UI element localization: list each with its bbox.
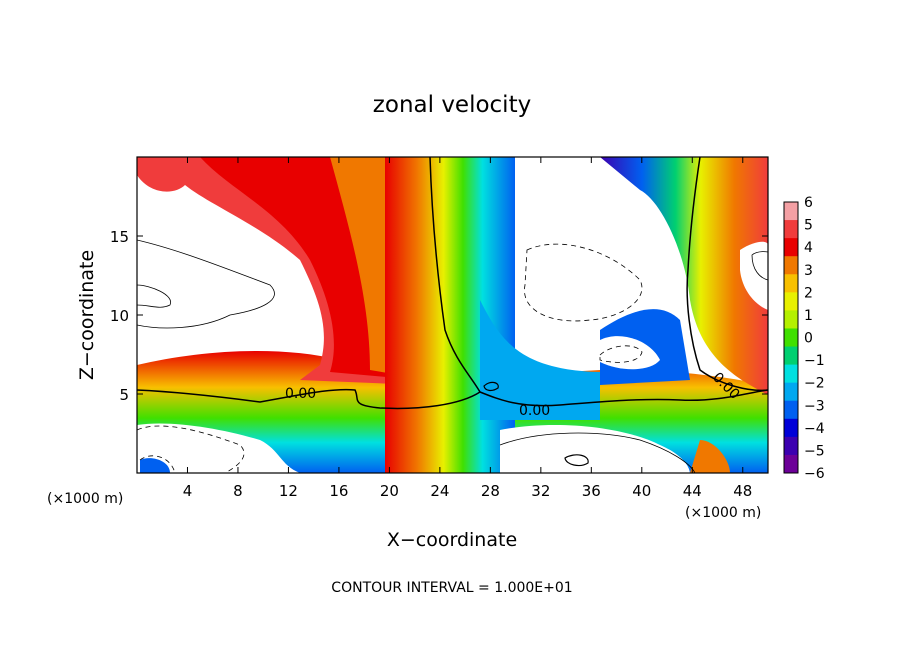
colorbar-swatch [784, 292, 798, 311]
colorbar-label: 3 [804, 263, 813, 279]
x-tick-label: 36 [582, 482, 601, 500]
x-tick-label: 40 [632, 482, 651, 500]
x-tick-label: 20 [380, 482, 399, 500]
contour-label: 0.00 [519, 403, 550, 419]
colorbar-swatch [784, 436, 798, 456]
colorbar-swatch [784, 202, 798, 221]
colorbar-swatch [784, 346, 798, 366]
colorbar-label: 2 [804, 285, 813, 301]
colorbar-swatch [784, 238, 798, 257]
y-tick-label: 5 [119, 386, 129, 404]
x-tick-label: 28 [481, 482, 500, 500]
colorbar-swatch [784, 382, 798, 402]
x-tick-label: 12 [279, 482, 298, 500]
x-axis-title: X−coordinate [387, 529, 517, 551]
colorbar-label: −5 [804, 443, 825, 459]
x-tick-label: 4 [183, 482, 193, 500]
colorbar-label: −4 [804, 421, 825, 437]
x-tick-label: 24 [430, 482, 449, 500]
colorbar-swatch [784, 418, 798, 438]
x-tick-label: 8 [233, 482, 243, 500]
colorbar-frame [783, 201, 799, 474]
colorbar-swatch [784, 274, 798, 293]
y-axis-ticks: 5 10 15 [110, 228, 768, 404]
x-unit-left: (×1000 m) [47, 491, 123, 507]
y-tick-label: 10 [110, 307, 129, 325]
colorbar-swatch [784, 310, 798, 329]
colorbar-label: −1 [804, 353, 825, 369]
y-tick-label: 15 [110, 228, 129, 246]
contour-label: 0.00 [285, 386, 316, 402]
contour-lines [137, 157, 768, 473]
x-tick-label: 16 [329, 482, 348, 500]
x-unit-right: (×1000 m) [685, 505, 761, 521]
colorbar-label: 1 [804, 308, 813, 324]
field-shading [137, 157, 768, 473]
colorbar [783, 201, 799, 474]
colorbar-swatch [784, 454, 798, 474]
colorbar-label: 6 [804, 195, 813, 211]
colorbar-labels: 6 5 4 3 2 1 0 −1 −2 −3 −4 −5 −6 [804, 195, 825, 482]
colorbar-swatch [784, 364, 798, 384]
colorbar-swatch [784, 256, 798, 275]
x-tick-label: 48 [733, 482, 752, 500]
colorbar-label: −2 [804, 376, 825, 392]
colorbar-swatch [784, 220, 798, 239]
contour-interval-note: CONTOUR INTERVAL = 1.000E+01 [331, 580, 572, 596]
x-tick-label: 44 [683, 482, 702, 500]
chart-title: zonal velocity [373, 92, 531, 118]
colorbar-label: −3 [804, 398, 825, 414]
colorbar-swatch [784, 328, 798, 348]
x-axis-ticks: 4 8 12 16 20 24 28 32 36 40 44 48 [183, 157, 752, 500]
colorbar-label: −6 [804, 466, 825, 482]
colorbar-label: 0 [804, 331, 813, 347]
colorbar-swatch [784, 400, 798, 420]
colorbar-label: 4 [804, 240, 813, 256]
colorbar-label: 5 [804, 218, 813, 234]
y-axis-title: Z−coordinate [76, 250, 98, 380]
x-tick-label: 32 [531, 482, 550, 500]
